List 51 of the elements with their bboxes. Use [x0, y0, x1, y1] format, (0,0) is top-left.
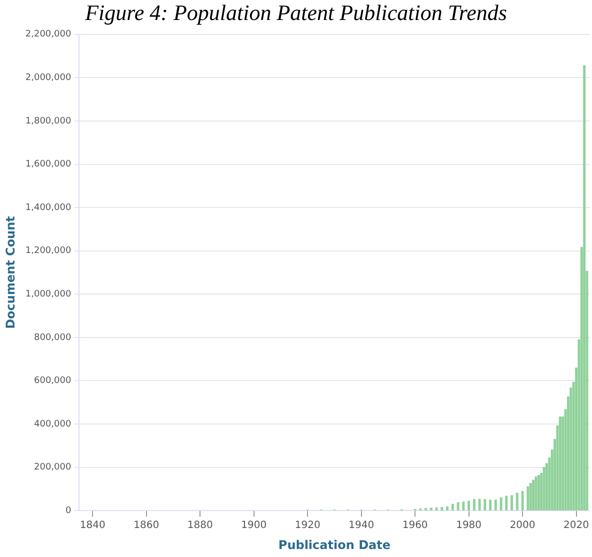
bar [462, 502, 465, 510]
bar [440, 507, 444, 510]
y-tick-label: 1,800,000 [25, 116, 72, 126]
bar [532, 480, 535, 510]
bar [516, 492, 518, 510]
y-tick-label: 0 [65, 506, 72, 516]
y-tick-label: 800,000 [34, 332, 72, 343]
y-tick-label: 1,600,000 [25, 160, 72, 170]
y-tick-label: 600,000 [34, 376, 72, 386]
bar [542, 466, 546, 510]
y-tick-label: 2,200,000 [25, 30, 72, 40]
y-tick-label: 400,000 [34, 419, 72, 430]
bar [484, 499, 486, 510]
x-tick-label: 1940 [348, 520, 374, 532]
x-tick-label: 1860 [134, 520, 160, 532]
bar [500, 498, 502, 510]
x-tick-label: 2020 [564, 520, 589, 532]
bar [529, 482, 532, 510]
y-axis-title: Document Count [3, 216, 18, 329]
x-axis-title: Publication Date [278, 538, 391, 552]
y-tick-label: 2,000,000 [25, 73, 72, 84]
bar [489, 500, 492, 510]
y-tick-label: 1,200,000 [25, 246, 72, 256]
bar [494, 500, 497, 510]
y-tick-label: 1,400,000 [25, 202, 72, 213]
bar [435, 507, 438, 510]
bar [430, 508, 432, 510]
bar [451, 504, 454, 510]
bar [472, 499, 476, 510]
x-tick-label: 1920 [294, 520, 320, 532]
x-tick-label: 1840 [80, 520, 106, 532]
bar [505, 496, 508, 510]
bar [537, 474, 540, 510]
bar [583, 65, 586, 510]
y-tick-label: 200,000 [34, 462, 72, 473]
chart-title: Figure 4: Population Patent Publication Trends [84, 0, 508, 26]
y-tick-label: 1,000,000 [25, 289, 72, 300]
bar [446, 506, 449, 510]
x-tick-label: 1960 [402, 520, 428, 532]
x-tick-label: 2000 [510, 520, 536, 532]
bar [456, 502, 460, 510]
x-tick-label: 1900 [241, 520, 267, 532]
bar [468, 500, 470, 510]
bar [478, 498, 481, 510]
x-tick-label: 1980 [456, 520, 482, 532]
bar [558, 416, 562, 510]
bar [521, 491, 524, 510]
bar [534, 476, 538, 510]
bar [526, 486, 530, 510]
bar [510, 495, 514, 510]
x-tick-label: 1880 [187, 520, 213, 532]
